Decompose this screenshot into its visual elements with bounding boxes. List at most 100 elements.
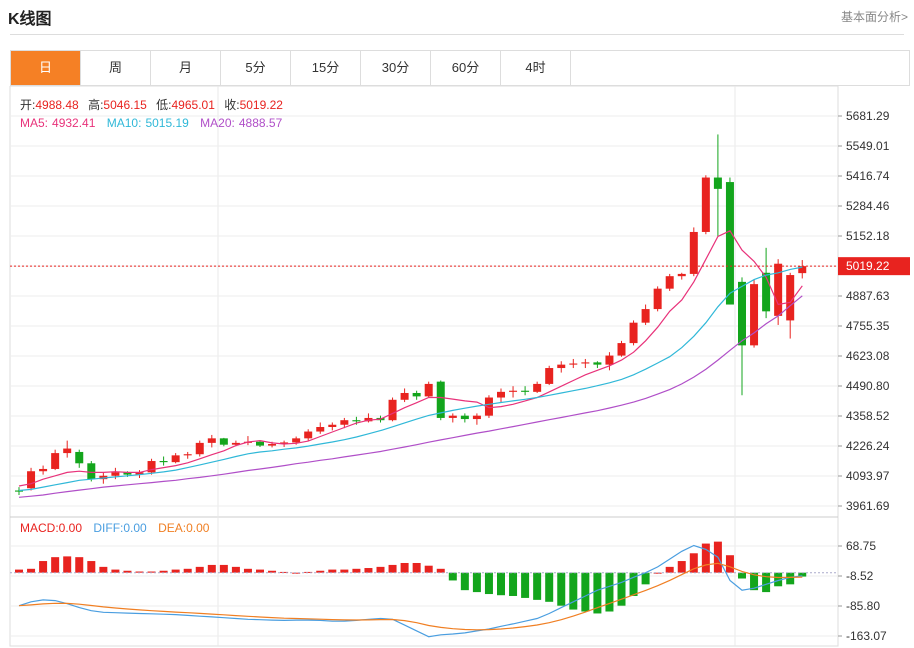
- last-price-marker: 5019.22: [10, 257, 910, 276]
- macd-bar: [63, 556, 72, 573]
- diff-value: 0.00: [123, 521, 147, 535]
- macd-bar: [750, 572, 759, 591]
- price-tick-label: 4755.35: [846, 319, 890, 333]
- info-ma: MA5: 4932.41 MA10: 5015.19 MA20: 4888.57: [20, 116, 283, 130]
- tab-week[interactable]: 周: [81, 51, 151, 85]
- candle-body: [533, 383, 542, 392]
- macd-bar: [39, 561, 48, 573]
- candle-body: [701, 177, 710, 232]
- macd-bar: [147, 571, 156, 573]
- ma-lines: [18, 230, 803, 498]
- candle-body: [219, 438, 228, 445]
- macd-bar: [472, 572, 481, 593]
- macd-label: MACD:: [20, 521, 59, 535]
- macd-bar: [87, 561, 96, 573]
- ma10-value: 5015.19: [145, 116, 189, 130]
- macd-bar: [509, 572, 518, 596]
- price-tick-label: 3961.69: [846, 499, 890, 513]
- candle-body: [484, 397, 493, 416]
- macd-bar: [581, 572, 590, 612]
- candle-body: [665, 276, 674, 289]
- candle-body: [412, 392, 421, 397]
- candle-body: [774, 263, 783, 316]
- macd-bar: [738, 572, 746, 579]
- candle-body: [653, 288, 662, 310]
- price-axis: 5681.29 5549.01 5416.74 5284.46 5152.18 5019.…: [838, 109, 890, 513]
- candle-body: [509, 390, 518, 392]
- ma-line-ma5: [18, 230, 803, 487]
- macd-bar: [629, 572, 638, 596]
- candles: [15, 134, 807, 496]
- candle-body: [762, 272, 771, 312]
- macd-tick-label: 68.75: [846, 539, 876, 553]
- macd-bar: [593, 572, 602, 614]
- macd-bar: [689, 553, 698, 573]
- macd-histogram: [10, 541, 838, 614]
- fundamental-analysis-link[interactable]: 基本面分析>: [840, 10, 908, 24]
- dea-line: [18, 562, 803, 631]
- candle-body: [135, 472, 144, 475]
- price-tick-label: 5416.74: [846, 169, 890, 183]
- macd-bar: [111, 569, 120, 573]
- candle-body: [738, 281, 746, 346]
- macd-bar: [412, 562, 421, 573]
- high-label: 高:: [88, 97, 103, 112]
- price-tick-label: 5152.18: [846, 229, 890, 243]
- tab-month[interactable]: 月: [151, 51, 221, 85]
- candle-body: [545, 368, 554, 384]
- candle-body: [123, 472, 132, 475]
- candle-body: [557, 364, 566, 369]
- price-tick-label: 5681.29: [846, 109, 890, 123]
- candle-body: [292, 438, 301, 443]
- macd-bar: [701, 543, 710, 573]
- dea-value: 0.00: [186, 521, 210, 535]
- macd-bar: [340, 569, 349, 573]
- tab-4hour[interactable]: 4时: [501, 51, 571, 85]
- candle-body: [605, 355, 614, 365]
- candle-body: [798, 266, 807, 274]
- candle-body: [497, 391, 505, 398]
- macd-axis: 68.75 -8.52 -85.80 -163.07: [838, 539, 887, 643]
- kline-chart[interactable]: 开:4988.48 高:5046.15 低:4965.01 收:5019.22 …: [0, 86, 914, 648]
- chart-frame: [9, 86, 839, 647]
- macd-lines: [18, 544, 803, 638]
- macd-bar: [304, 571, 313, 573]
- macd-tick-label: -8.52: [846, 569, 874, 583]
- candle-body: [111, 472, 120, 476]
- price-tick-label: 4226.24: [846, 439, 890, 453]
- tab-5min[interactable]: 5分: [221, 51, 291, 85]
- macd-bar: [364, 568, 373, 573]
- candle-body: [786, 275, 795, 321]
- page-title: K线图: [8, 11, 52, 28]
- period-tabs: 日 周 月 5分 15分 30分 60分 4时: [10, 50, 910, 86]
- macd-bar: [207, 564, 216, 573]
- candle-body: [641, 309, 650, 323]
- tab-60min[interactable]: 60分: [431, 51, 501, 85]
- macd-bar: [786, 572, 795, 585]
- candle-body: [472, 415, 481, 420]
- tab-day[interactable]: 日: [11, 51, 81, 85]
- tab-30min[interactable]: 30分: [361, 51, 431, 85]
- ma5-label: MA5:: [20, 116, 48, 130]
- candle-body: [27, 471, 36, 489]
- tab-15min[interactable]: 15分: [291, 51, 361, 85]
- macd-bar: [497, 572, 505, 596]
- diff-label: DIFF:: [93, 521, 123, 535]
- ma20-label: MA20:: [200, 116, 235, 130]
- price-tick-label: 4093.97: [846, 469, 890, 483]
- macd-bar: [641, 572, 650, 585]
- candle-body: [424, 383, 433, 397]
- macd-bar: [328, 569, 337, 573]
- candle-body: [689, 231, 698, 274]
- ma-line-ma10: [18, 266, 803, 492]
- macd-bar: [75, 557, 84, 573]
- candle-body: [304, 431, 313, 439]
- candle-body: [593, 362, 602, 365]
- macd-bar: [99, 566, 108, 573]
- info-macd: MACD:0.00 DIFF:0.00 DEA:0.00: [20, 521, 210, 535]
- macd-bar: [569, 572, 578, 610]
- macd-bar: [123, 570, 132, 573]
- macd-bar: [774, 572, 783, 587]
- candle-body: [677, 273, 686, 277]
- price-tick-label: 5284.46: [846, 199, 890, 213]
